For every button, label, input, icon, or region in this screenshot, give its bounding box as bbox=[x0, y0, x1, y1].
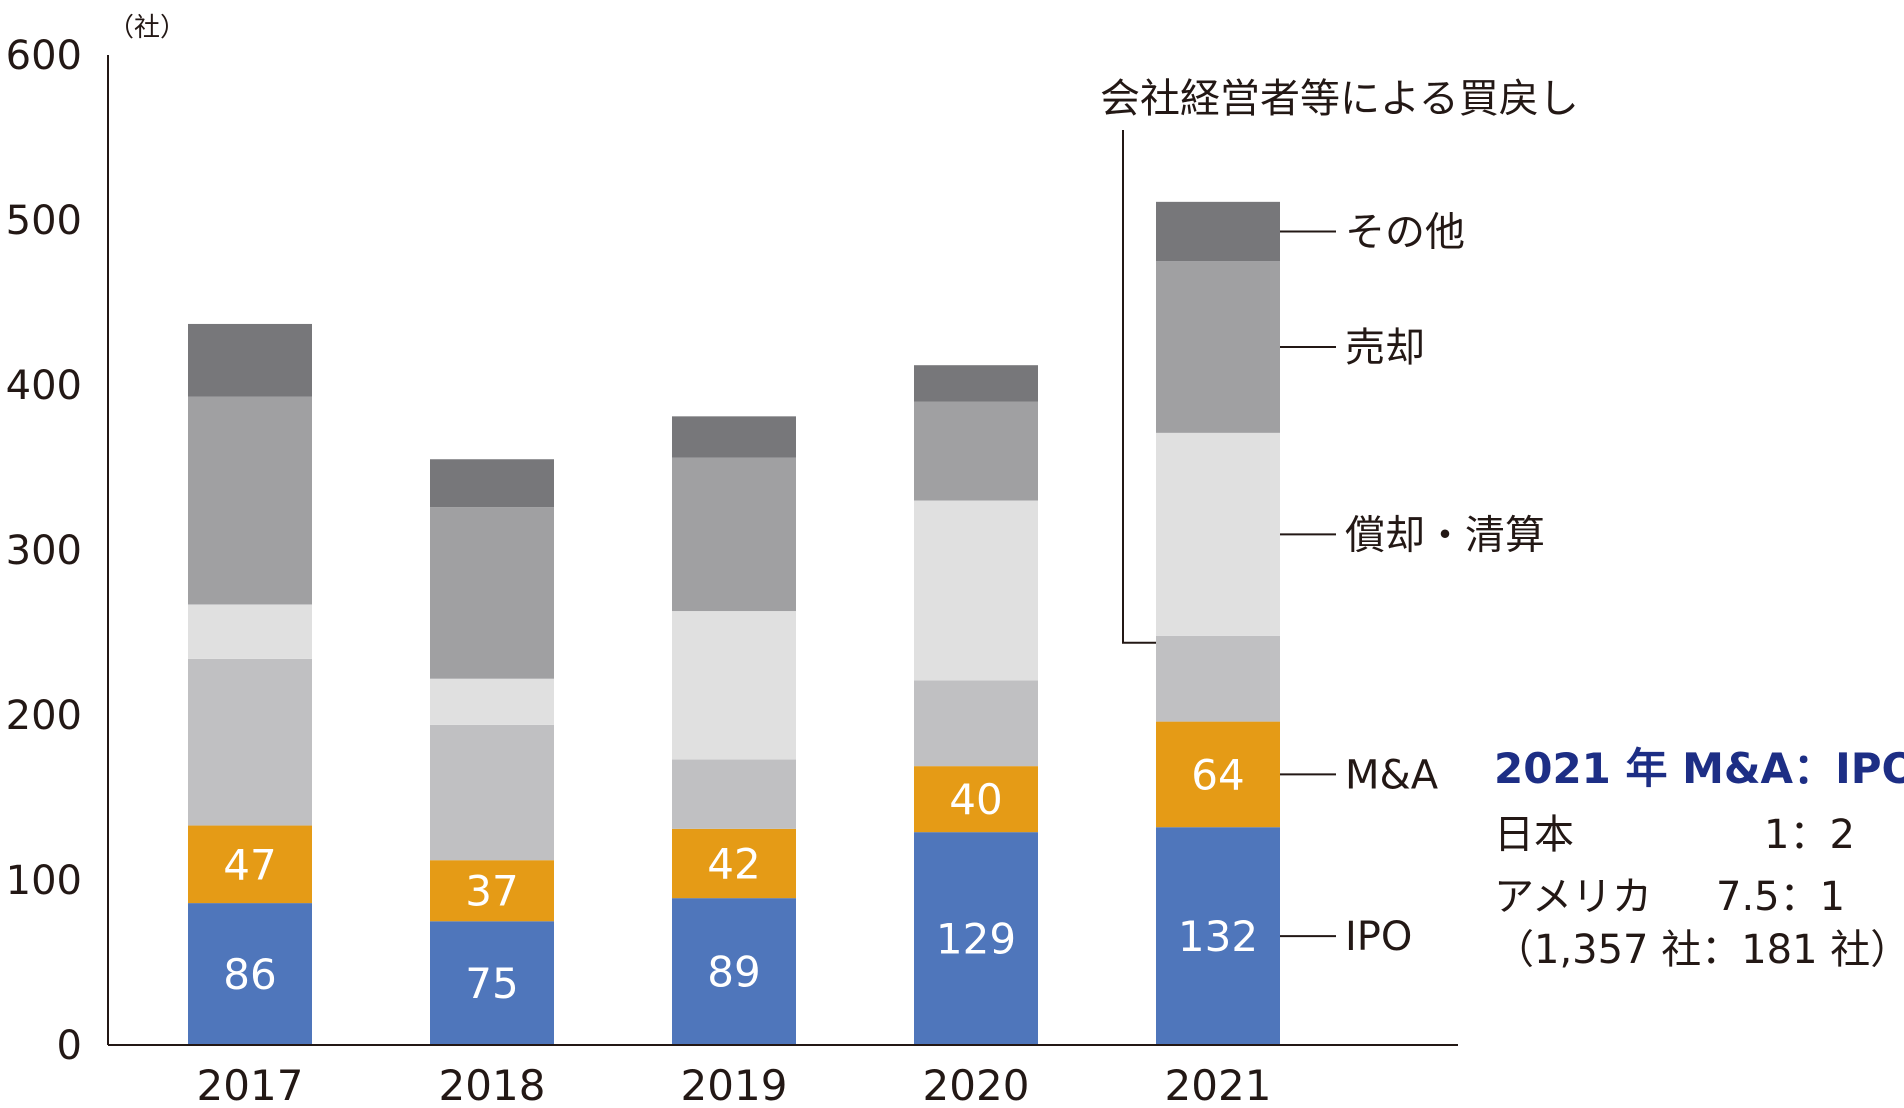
y-tick-label: 600 bbox=[6, 33, 82, 79]
data-label: 132 bbox=[1178, 912, 1258, 961]
x-tick-label: 2018 bbox=[439, 1061, 546, 1108]
legend-label: 償却・清算 bbox=[1345, 512, 1545, 558]
bar-segment bbox=[914, 401, 1038, 501]
bar-segment bbox=[430, 459, 554, 508]
data-label: 64 bbox=[1191, 750, 1244, 799]
bar-segment bbox=[188, 323, 312, 397]
bar-segment bbox=[672, 898, 796, 1045]
bar-segment bbox=[914, 500, 1038, 681]
bar-stack-2017: 86 47 bbox=[188, 323, 312, 1045]
bar-segment bbox=[430, 860, 554, 922]
y-tick-label: 100 bbox=[6, 858, 82, 904]
y-tick-label: 200 bbox=[6, 693, 82, 739]
ratio-row-label: アメリカ bbox=[1494, 874, 1652, 920]
bar-stack-2021: 132 64 bbox=[1156, 201, 1280, 1045]
bar-segment bbox=[1156, 721, 1280, 828]
y-tick-label: 300 bbox=[6, 528, 82, 574]
bar-segment bbox=[430, 678, 554, 725]
ratio-note-title: 2021 年 M&A：IPO bbox=[1494, 744, 1904, 793]
bar-segment bbox=[914, 766, 1038, 833]
bar-segment bbox=[1156, 635, 1280, 722]
legend-label: 会社経営者等による買戻し bbox=[1100, 76, 1579, 122]
bar-segment bbox=[430, 507, 554, 679]
bar-stack-2020: 129 40 bbox=[914, 365, 1038, 1045]
y-unit-label: （社） bbox=[108, 13, 186, 43]
bar-segment bbox=[1156, 827, 1280, 1045]
x-tick-label: 2019 bbox=[681, 1061, 788, 1108]
y-tick-label: 400 bbox=[6, 363, 82, 409]
bar-segment bbox=[430, 921, 554, 1045]
data-label: 89 bbox=[707, 948, 760, 997]
legend-label: 売却 bbox=[1345, 325, 1425, 371]
data-label: 37 bbox=[465, 867, 518, 916]
legend-label: M&A bbox=[1345, 752, 1439, 798]
bar-segment bbox=[188, 658, 312, 826]
x-tick-label: 2017 bbox=[197, 1061, 304, 1108]
ratio-row-value: 1：2 bbox=[1764, 812, 1855, 858]
x-tick-label: 2020 bbox=[923, 1061, 1030, 1108]
bar-segment bbox=[430, 724, 554, 861]
data-label: 40 bbox=[949, 775, 1002, 824]
callout-line bbox=[1122, 130, 1156, 644]
y-tick-label: 500 bbox=[6, 198, 82, 244]
data-label: 47 bbox=[223, 840, 276, 889]
bar-segment bbox=[672, 828, 796, 899]
y-tick-label: 0 bbox=[57, 1023, 82, 1069]
bar-segment bbox=[1156, 261, 1280, 433]
bar-segment bbox=[188, 825, 312, 904]
data-label: 42 bbox=[707, 840, 760, 889]
x-axis: 2017 2018 2019 2020 2021 bbox=[108, 1044, 1458, 1108]
bar-segment bbox=[672, 457, 796, 612]
bar-segment bbox=[188, 604, 312, 659]
data-label: 129 bbox=[936, 915, 1016, 964]
ratio-row-label: 日本 bbox=[1494, 812, 1574, 858]
legend-label: IPO bbox=[1345, 914, 1412, 960]
bar-segment bbox=[1156, 432, 1280, 636]
bars: 86 47 75 37 89 42 129 40 132 64 bbox=[188, 201, 1280, 1045]
data-label: 75 bbox=[465, 959, 518, 1008]
legend-label: その他 bbox=[1345, 210, 1465, 256]
ratio-row-japan: 日本 1：2 bbox=[1494, 815, 1904, 855]
bar-segment bbox=[188, 903, 312, 1045]
y-axis: 0 100 200 300 400 500 600 （社） bbox=[6, 13, 186, 1069]
ratio-row-value: 7.5：1 bbox=[1716, 874, 1846, 920]
bar-segment bbox=[672, 416, 796, 458]
bar-segment bbox=[1156, 201, 1280, 262]
bar-segment bbox=[914, 365, 1038, 402]
data-label: 86 bbox=[223, 950, 276, 999]
bar-segment bbox=[914, 832, 1038, 1045]
bar-segment bbox=[672, 759, 796, 829]
bar-stack-2018: 75 37 bbox=[430, 459, 554, 1045]
bar-segment bbox=[914, 680, 1038, 767]
ratio-row-usa: アメリカ 7.5：1 bbox=[1494, 877, 1904, 917]
bar-stack-2019: 89 42 bbox=[672, 416, 796, 1045]
x-tick-label: 2021 bbox=[1165, 1061, 1272, 1108]
bar-segment bbox=[672, 611, 796, 760]
legend-callouts: IPO M&A 償却・清算 売却 その他 会社経営者等による買戻し bbox=[1100, 76, 1579, 960]
bar-segment bbox=[188, 396, 312, 605]
ratio-detail: （1,357 社：181 社） bbox=[1494, 927, 1904, 973]
